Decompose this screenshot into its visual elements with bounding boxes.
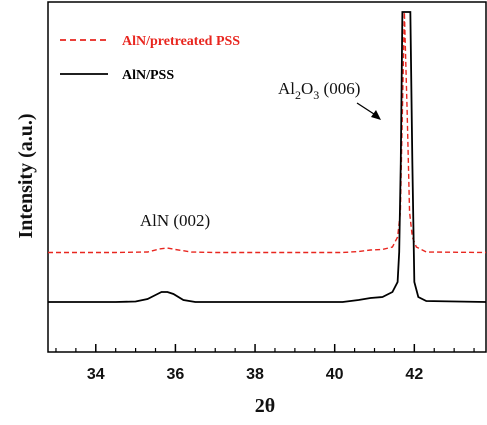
plot-frame xyxy=(47,1,487,353)
annotation-aln-002: AlN (002) xyxy=(140,211,210,230)
x-tick-label: 34 xyxy=(87,366,105,383)
axes: 34 36 38 40 42 xyxy=(47,1,487,383)
annotation-al2o3-006: Al2O3 (006) xyxy=(278,79,360,102)
series-line-2 xyxy=(48,11,486,303)
legend-label-2: AlN/PSS xyxy=(122,68,174,83)
x-axis-label: 2θ xyxy=(255,395,275,417)
x-tick-label: 42 xyxy=(405,366,423,383)
x-tick-label: 40 xyxy=(326,366,344,383)
series-layer xyxy=(48,11,486,303)
x-tick-label: 38 xyxy=(246,366,264,383)
annotation-arrow-head xyxy=(371,110,381,120)
y-axis-label: Intensity (a.u.) xyxy=(15,113,37,238)
annotations: AlN (002) Al2O3 (006) xyxy=(140,79,381,230)
legend-label-1: AlN/pretreated PSS xyxy=(122,34,240,49)
legend: AlN/pretreated PSS AlN/PSS xyxy=(60,34,240,83)
x-tick-label: 36 xyxy=(167,366,185,383)
series-line-1 xyxy=(48,11,486,254)
